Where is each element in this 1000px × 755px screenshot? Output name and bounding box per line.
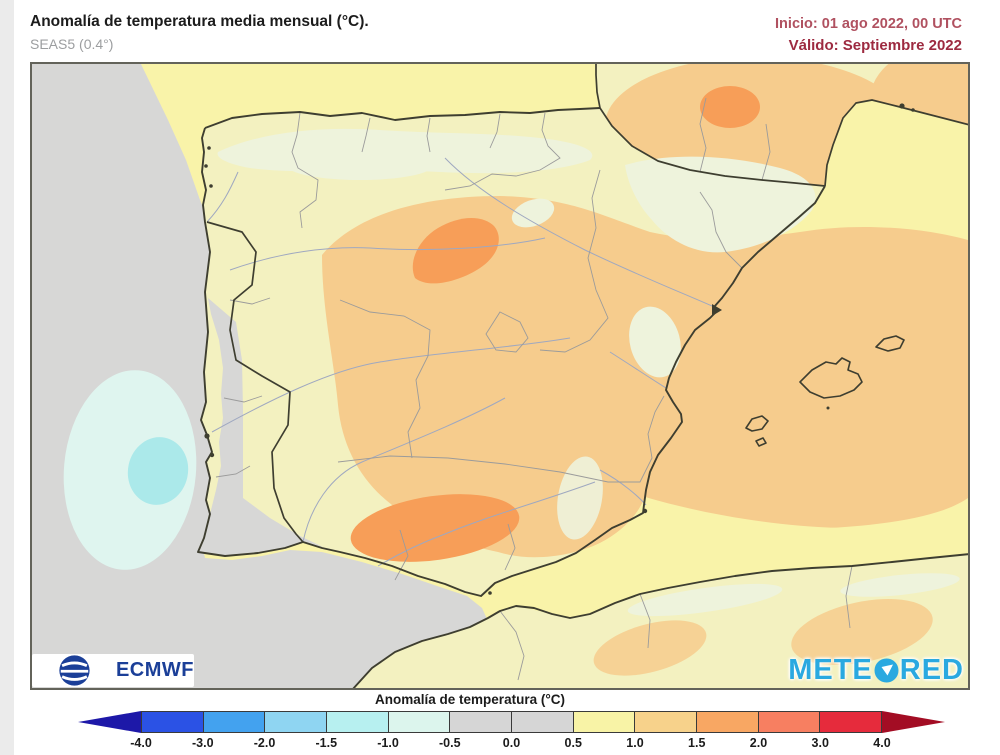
coastal-details bbox=[204, 103, 915, 595]
legend-segment bbox=[819, 712, 882, 732]
demanda-range bbox=[511, 198, 555, 228]
legend-tick-label: 0.5 bbox=[564, 736, 582, 750]
color-scale-bar bbox=[78, 711, 945, 733]
page-left-margin bbox=[0, 0, 14, 755]
legend-segment bbox=[387, 712, 450, 732]
andalucia-hotspot bbox=[350, 494, 520, 562]
legend-tick-label: 4.0 bbox=[873, 736, 891, 750]
legend-segment bbox=[696, 712, 758, 732]
legend-tick-label: 0.0 bbox=[502, 736, 521, 750]
legend-segment bbox=[142, 712, 203, 732]
map-canvas: ECMWF METE RED bbox=[30, 62, 970, 690]
rivers bbox=[206, 157, 713, 567]
anomaly-map bbox=[30, 62, 970, 690]
page-title: Anomalía de temperatura media mensual (°… bbox=[30, 13, 369, 30]
valid-time-label: Válido: Septiembre 2022 bbox=[788, 37, 962, 54]
legend-title: Anomalía de temperatura (°C) bbox=[375, 692, 565, 707]
legend-segment bbox=[634, 712, 697, 732]
legend-tick-label: -3.0 bbox=[191, 736, 214, 750]
sea-alboran-pale bbox=[498, 497, 968, 614]
legend-segment bbox=[511, 712, 573, 732]
legend-tick-label: -0.5 bbox=[438, 736, 461, 750]
legend-tick-label: 1.0 bbox=[626, 736, 644, 750]
forecast-meta: Inicio: 01 ago 2022, 00 UTC Válido: Sept… bbox=[775, 13, 962, 57]
legend-tick-label: 3.0 bbox=[811, 736, 829, 750]
leon-mountains bbox=[288, 152, 432, 180]
meteored-o-icon bbox=[874, 658, 899, 683]
legend-tick-label: 2.0 bbox=[749, 736, 768, 750]
legend-segment bbox=[449, 712, 512, 732]
legend-tick-label: -1.0 bbox=[377, 736, 399, 750]
portugal-neutral-strip bbox=[198, 298, 323, 556]
ecmwf-label: ECMWF bbox=[115, 659, 194, 681]
meteored-text-suffix: RED bbox=[899, 654, 964, 686]
map-frame bbox=[30, 62, 970, 690]
segura-range bbox=[557, 456, 603, 540]
legend-tick-label: -1.5 bbox=[315, 736, 338, 750]
legend-ticks: -4.0 -3.0 -2.0 -1.5 -1.0 -0.5 0.0 0.5 1.0 1.5 2.0 3… bbox=[130, 736, 890, 752]
legend-segments bbox=[141, 711, 882, 733]
legend-segment bbox=[572, 712, 635, 732]
init-time-label: Inicio: 01 ago 2022, 00 UTC bbox=[775, 16, 962, 32]
legend-segment bbox=[202, 712, 265, 732]
legend-segment bbox=[757, 712, 820, 732]
coastlines-borders bbox=[197, 62, 970, 690]
balearic-islands bbox=[745, 335, 905, 447]
legend-arrow-right bbox=[882, 711, 945, 733]
soria-hotspot bbox=[412, 217, 499, 284]
warm-region-central bbox=[322, 196, 968, 558]
africa-patch-group bbox=[593, 573, 960, 676]
legend-tick-label: 1.5 bbox=[688, 736, 706, 750]
ecmwf-icon bbox=[59, 655, 90, 686]
legend-tick-label: -2.0 bbox=[253, 736, 276, 750]
province-borders bbox=[215, 97, 853, 681]
meteored-text-prefix: METE bbox=[788, 654, 873, 686]
meteored-logo: METE RED bbox=[788, 654, 964, 687]
valencia-inland-pale bbox=[629, 306, 681, 378]
cool-anomaly-inner bbox=[127, 437, 189, 505]
legend-arrow-left bbox=[78, 711, 141, 733]
legend-segment bbox=[264, 712, 327, 732]
legend-tick-label: -4.0 bbox=[130, 736, 152, 750]
model-subtitle: SEAS5 (0.4°) bbox=[30, 36, 114, 52]
legend-segment bbox=[326, 712, 388, 732]
ecmwf-logo: ECMWF bbox=[32, 654, 194, 687]
france-hotspot bbox=[700, 86, 760, 128]
